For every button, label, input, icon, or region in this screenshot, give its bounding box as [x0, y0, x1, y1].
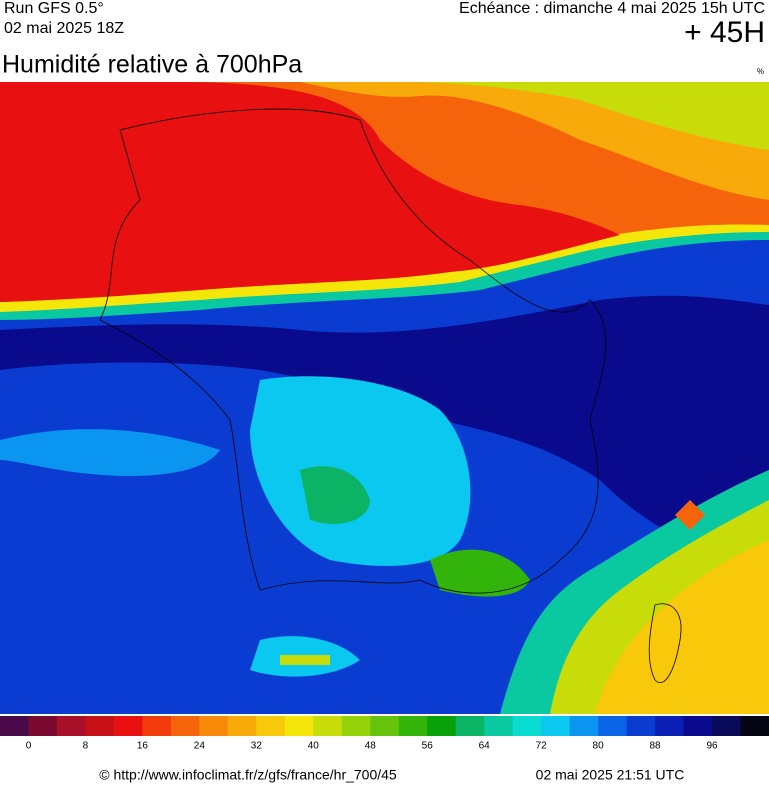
color-swatch: [0, 716, 29, 736]
unit-label: %: [757, 67, 764, 76]
lead-time: + 45H: [684, 16, 765, 49]
colorbar-tick-label: 96: [706, 741, 718, 752]
map-title: Humidité relative à 700hPa: [2, 51, 302, 79]
color-swatch: [28, 716, 58, 736]
humidity-field: [420, 82, 769, 150]
color-swatch: [740, 716, 769, 736]
colorbar-tick-label: 64: [479, 741, 491, 752]
color-swatch: [113, 716, 143, 736]
colorbar-tick-label: 48: [365, 741, 377, 752]
generated-time: 02 mai 2025 21:51 UTC: [536, 767, 685, 783]
country-outline: [99, 108, 607, 594]
forecast-time: Echéance : dimanche 4 mai 2025 15h UTC: [459, 0, 765, 17]
colorbar-tick-label: 72: [536, 741, 548, 752]
colorbar-tick-label: 56: [422, 741, 434, 752]
humidity-field: [250, 376, 471, 566]
colorbar-tick-label: 40: [308, 741, 320, 752]
colorbar-tick-label: 80: [593, 741, 605, 752]
run-date: 02 mai 2025 18Z: [4, 20, 124, 37]
color-swatch: [598, 716, 628, 736]
humidity-field: [0, 295, 769, 560]
humidity-field: [300, 466, 370, 524]
color-swatch: [170, 716, 200, 736]
humidity-field: [430, 549, 530, 597]
humidity-field: [0, 429, 220, 476]
color-swatch: [284, 716, 314, 736]
color-swatch: [455, 716, 485, 736]
color-swatch: [427, 716, 457, 736]
color-swatch: [56, 716, 86, 736]
color-swatch: [85, 716, 115, 736]
color-swatch: [199, 716, 229, 736]
colorbar-tick-label: 24: [194, 741, 206, 752]
colorbar-tick-label: 88: [650, 741, 662, 752]
color-swatch: [569, 716, 599, 736]
color-swatch: [256, 716, 286, 736]
color-swatch: [626, 716, 656, 736]
colorbar-tick-label: 0: [26, 741, 32, 752]
color-swatch: [712, 716, 742, 736]
color-swatch: [341, 716, 371, 736]
humidity-field: [0, 82, 620, 302]
map: [0, 82, 769, 714]
colorbar: 0 8 16 24 32 40 48 56 64 72 80 88 96: [0, 716, 769, 752]
color-swatch: [541, 716, 571, 736]
color-swatch: [655, 716, 685, 736]
island-outline: [648, 603, 682, 683]
color-swatch: [398, 716, 428, 736]
color-swatch: [370, 716, 400, 736]
source-credit: © http://www.infoclimat.fr/z/gfs/france/…: [99, 767, 397, 783]
colorbar-tick-label: 32: [251, 741, 263, 752]
colorbar-tick-label: 16: [137, 741, 149, 752]
run-label: Run GFS 0.5°: [4, 0, 104, 17]
color-swatch: [313, 716, 343, 736]
color-swatch: [142, 716, 172, 736]
humidity-field: [595, 540, 769, 714]
humidity-field: [675, 500, 705, 530]
color-swatch: [512, 716, 542, 736]
humidity-field: [280, 655, 330, 665]
color-swatch: [484, 716, 514, 736]
color-swatch: [227, 716, 257, 736]
colorbar-tick-label: 8: [83, 741, 89, 752]
color-swatch: [683, 716, 713, 736]
